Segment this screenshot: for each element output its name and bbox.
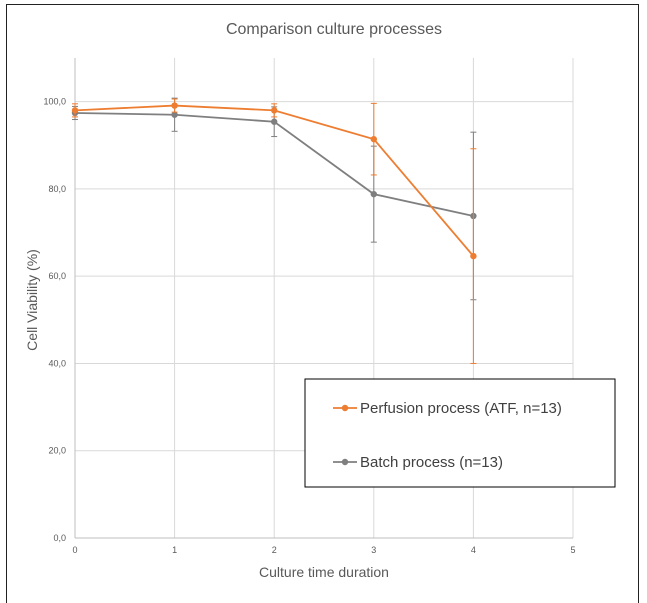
x-tick-label: 5 bbox=[570, 545, 575, 555]
x-tick-label: 0 bbox=[72, 545, 77, 555]
data-point bbox=[171, 111, 178, 118]
y-tick-label: 80,0 bbox=[48, 184, 66, 194]
legend-label: Perfusion process (ATF, n=13) bbox=[360, 400, 562, 417]
data-point bbox=[370, 190, 377, 198]
data-point bbox=[470, 252, 477, 260]
chart-frame bbox=[6, 4, 639, 603]
y-axis-title: Cell Viability (%) bbox=[24, 249, 40, 351]
axes bbox=[74, 58, 573, 539]
data-point bbox=[171, 102, 178, 109]
tick-labels: 0,0 20,0 40,0 60,0 80,0 100,0 0 1 2 3 4 5 bbox=[43, 97, 575, 555]
y-tick-label: 40,0 bbox=[48, 358, 66, 368]
data-point bbox=[370, 135, 377, 143]
legend-marker bbox=[341, 458, 349, 466]
series-layer bbox=[71, 97, 477, 364]
series-0 bbox=[71, 98, 477, 364]
chart-title: Comparison culture processes bbox=[226, 21, 442, 38]
y-tick-label: 0,0 bbox=[53, 533, 66, 543]
x-tick-label: 1 bbox=[172, 545, 177, 555]
legend: Perfusion process (ATF, n=13) Batch proce… bbox=[304, 378, 616, 488]
x-tick-label: 2 bbox=[272, 545, 277, 555]
data-point bbox=[271, 118, 278, 125]
x-tick-label: 4 bbox=[471, 545, 476, 555]
legend-marker bbox=[341, 404, 349, 412]
x-tick-label: 3 bbox=[371, 545, 376, 555]
legend-box bbox=[304, 378, 616, 488]
y-tick-label: 60,0 bbox=[48, 271, 66, 281]
data-point bbox=[271, 107, 278, 114]
x-axis-title: Culture time duration bbox=[259, 564, 389, 580]
y-tick-label: 100,0 bbox=[43, 97, 66, 107]
legend-label: Batch process (n=13) bbox=[360, 454, 503, 471]
data-point bbox=[71, 107, 79, 114]
y-tick-label: 20,0 bbox=[48, 446, 66, 456]
